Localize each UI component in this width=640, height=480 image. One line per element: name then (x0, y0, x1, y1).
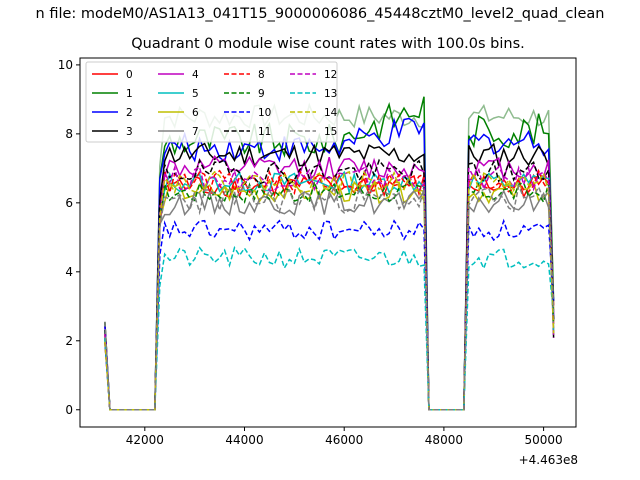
y-tick-label-4: 4 (65, 265, 73, 279)
legend-label-6: 6 (192, 107, 199, 119)
series-line-8 (104, 168, 555, 411)
series-line-12 (104, 164, 555, 411)
legend-label-2: 2 (126, 107, 133, 119)
legend-label-15: 15 (324, 126, 337, 138)
y-tick-label-0: 0 (65, 403, 73, 417)
x-tick-label-42000: 42000 (126, 433, 164, 447)
figure-suptitle: n file: modeM0/AS1A13_041T15_9000006086_… (35, 6, 605, 22)
legend-label-0: 0 (126, 69, 133, 81)
legend-label-1: 1 (126, 88, 133, 100)
legend-label-3: 3 (126, 126, 133, 138)
legend-label-7: 7 (192, 126, 199, 138)
y-tick-label-10: 10 (58, 58, 73, 72)
x-tick-label-50000: 50000 (525, 433, 563, 447)
series-line-2 (104, 117, 555, 411)
y-tick-label-2: 2 (65, 334, 73, 348)
legend-label-9: 9 (258, 88, 265, 100)
plot-frame (79, 57, 577, 428)
series-line-13 (104, 245, 555, 411)
legend-label-11: 11 (258, 126, 271, 138)
series-line-1 (104, 96, 555, 411)
series-line-10 (104, 218, 555, 411)
legend-label-4: 4 (192, 69, 199, 81)
series-line-9 (104, 179, 555, 411)
x-tick-label-48000: 48000 (425, 433, 463, 447)
y-tick-label-8: 8 (65, 127, 73, 141)
series-line-15 (104, 183, 555, 411)
x-tick-label-44000: 44000 (225, 433, 263, 447)
legend-box (85, 61, 338, 143)
series-line-7 (104, 188, 555, 411)
legend-label-14: 14 (324, 107, 338, 119)
legend-label-12: 12 (324, 69, 337, 81)
series-line-14 (104, 170, 555, 411)
chart-title: Quadrant 0 module wise count rates with … (131, 36, 525, 52)
legend-label-13: 13 (324, 88, 337, 100)
series-line-11 (104, 158, 555, 411)
y-tick-label-6: 6 (65, 196, 73, 210)
legend-label-10: 10 (258, 107, 271, 119)
x-tick-label-46000: 46000 (325, 433, 363, 447)
legend-label-8: 8 (258, 69, 265, 81)
x-offset-label: +4.463e8 (518, 453, 578, 467)
legend-label-5: 5 (192, 88, 199, 100)
series-line-6 (104, 180, 555, 411)
